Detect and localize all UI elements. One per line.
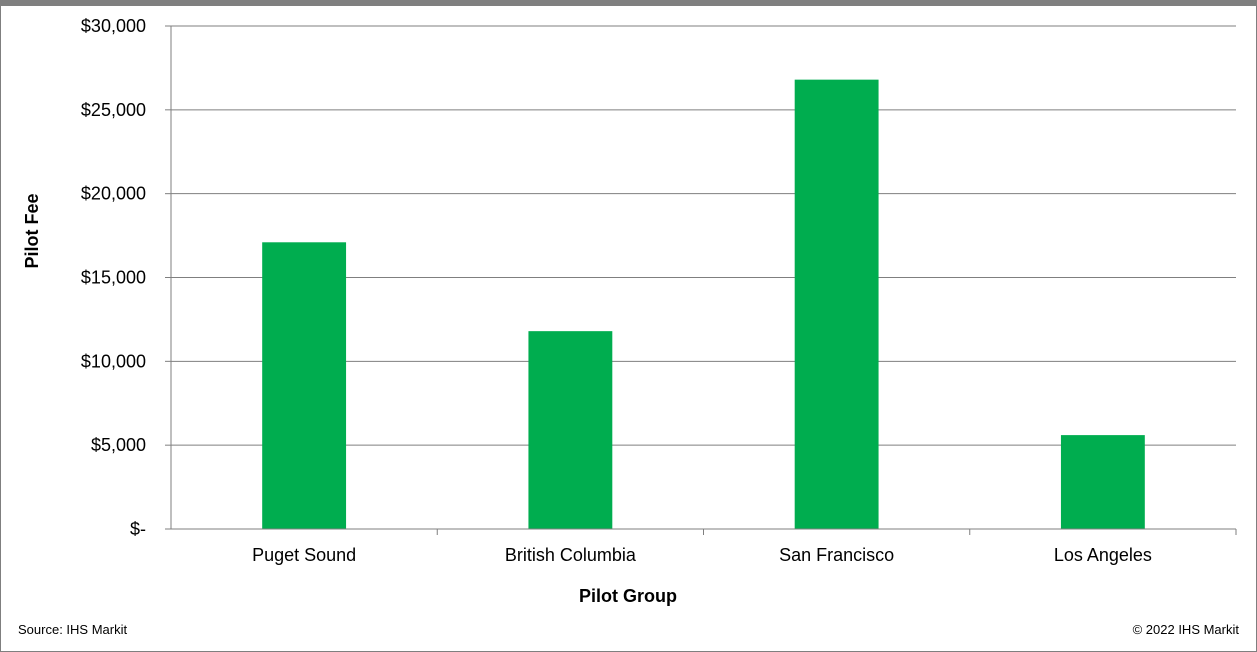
x-axis-title: Pilot Group (579, 586, 677, 606)
bar (1060, 435, 1145, 529)
y-axis-title: Pilot Fee (22, 193, 42, 268)
y-tick-label: $25,000 (81, 100, 146, 120)
y-tick-label: $- (130, 519, 146, 539)
bar (794, 79, 879, 530)
y-tick-label: $15,000 (81, 268, 146, 288)
gridlines (171, 25, 1236, 446)
bar (262, 242, 347, 530)
y-tick-label: $5,000 (91, 435, 146, 455)
x-tick-labels: Puget Sound British Columbia San Francisco… (252, 545, 1152, 565)
y-tick-label: $30,000 (81, 16, 146, 36)
y-tick-label: $20,000 (81, 184, 146, 204)
x-tick-label: Puget Sound (252, 545, 356, 565)
axes (165, 25, 1237, 535)
source-note: Source: IHS Markit (18, 622, 128, 637)
x-tick-label: British Columbia (505, 545, 637, 565)
bars (262, 79, 1145, 530)
y-tick-label: $10,000 (81, 351, 146, 371)
copyright-note: © 2022 IHS Markit (1132, 622, 1239, 637)
bar (528, 331, 613, 529)
x-tick-label: Los Angeles (1054, 545, 1152, 565)
x-tick-label: San Francisco (779, 545, 894, 565)
y-tick-labels: $- $5,000 $10,000 $15,000 $20,000 $25,000 $30,… (81, 16, 146, 539)
